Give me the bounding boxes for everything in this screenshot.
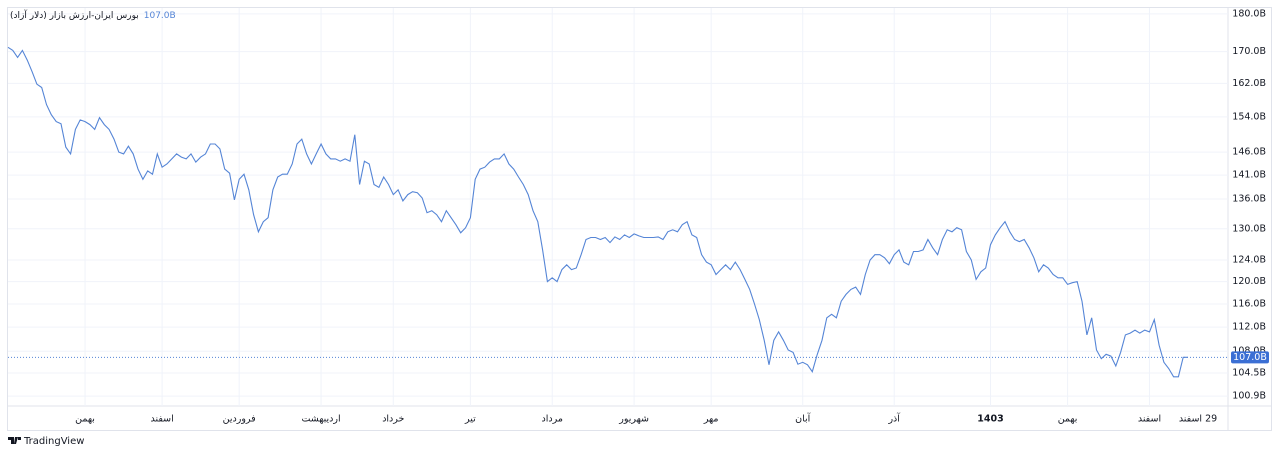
last-price-label: 107.0B: [1233, 352, 1267, 363]
x-tick-label: آذر: [887, 412, 900, 425]
logo-icon: [8, 437, 21, 444]
x-tick-label: شهریور: [618, 414, 649, 425]
frame: [7, 7, 1272, 431]
x-tick-label: اسفند: [1138, 414, 1161, 425]
brand-name: TradingView: [23, 436, 84, 447]
y-tick-label: 100.9B: [1232, 391, 1266, 402]
y-tick-label: 108.0B: [1232, 346, 1266, 357]
y-tick-label: 112.0B: [1232, 322, 1266, 333]
y-tick-label: 124.0B: [1232, 254, 1266, 265]
x-tick-label: فروردین: [223, 414, 256, 425]
x-tick-label: خرداد: [382, 414, 404, 425]
x-tick-label: مرداد: [542, 414, 563, 425]
x-tick-label: بهمن: [1058, 414, 1078, 425]
brand-logo: TradingView: [8, 436, 84, 447]
last-price-tag: [1231, 351, 1269, 364]
price-line: [7, 46, 1188, 378]
y-tick-label: 116.0B: [1232, 299, 1266, 310]
chart-title: بورس ایران-ارزش بازار (دلار آزاد): [10, 11, 139, 21]
y-tick-label: 120.0B: [1232, 276, 1266, 287]
x-tick-label: آبان: [795, 412, 811, 425]
x-tick-label: اردیبهشت: [301, 414, 340, 425]
y-tick-label: 136.0B: [1232, 193, 1266, 204]
y-tick-label: 162.0B: [1232, 78, 1266, 89]
x-tick-label: اسفند: [150, 414, 173, 425]
legend: بورس ایران-ارزش بازار (دلار آزاد) 107.0B: [10, 11, 176, 21]
last-value: 107.0B: [143, 11, 176, 21]
grid: [8, 8, 1228, 406]
y-tick-label: 104.5B: [1232, 367, 1266, 378]
x-tick-label: مهر: [703, 414, 719, 425]
end-date-label: 29 اسفند: [1179, 414, 1217, 425]
y-tick-label: 154.0B: [1232, 111, 1266, 122]
x-tick-label: تیر: [464, 414, 476, 425]
x-tick-label: بهمن: [75, 414, 95, 425]
y-tick-label: 170.0B: [1232, 46, 1266, 57]
y-tick-label: 130.0B: [1232, 223, 1266, 234]
y-tick-label: 146.0B: [1232, 147, 1266, 158]
y-tick-label: 141.0B: [1232, 170, 1266, 181]
y-tick-label: 180.0B: [1232, 8, 1266, 19]
x-tick-label: 1403: [977, 414, 1003, 425]
